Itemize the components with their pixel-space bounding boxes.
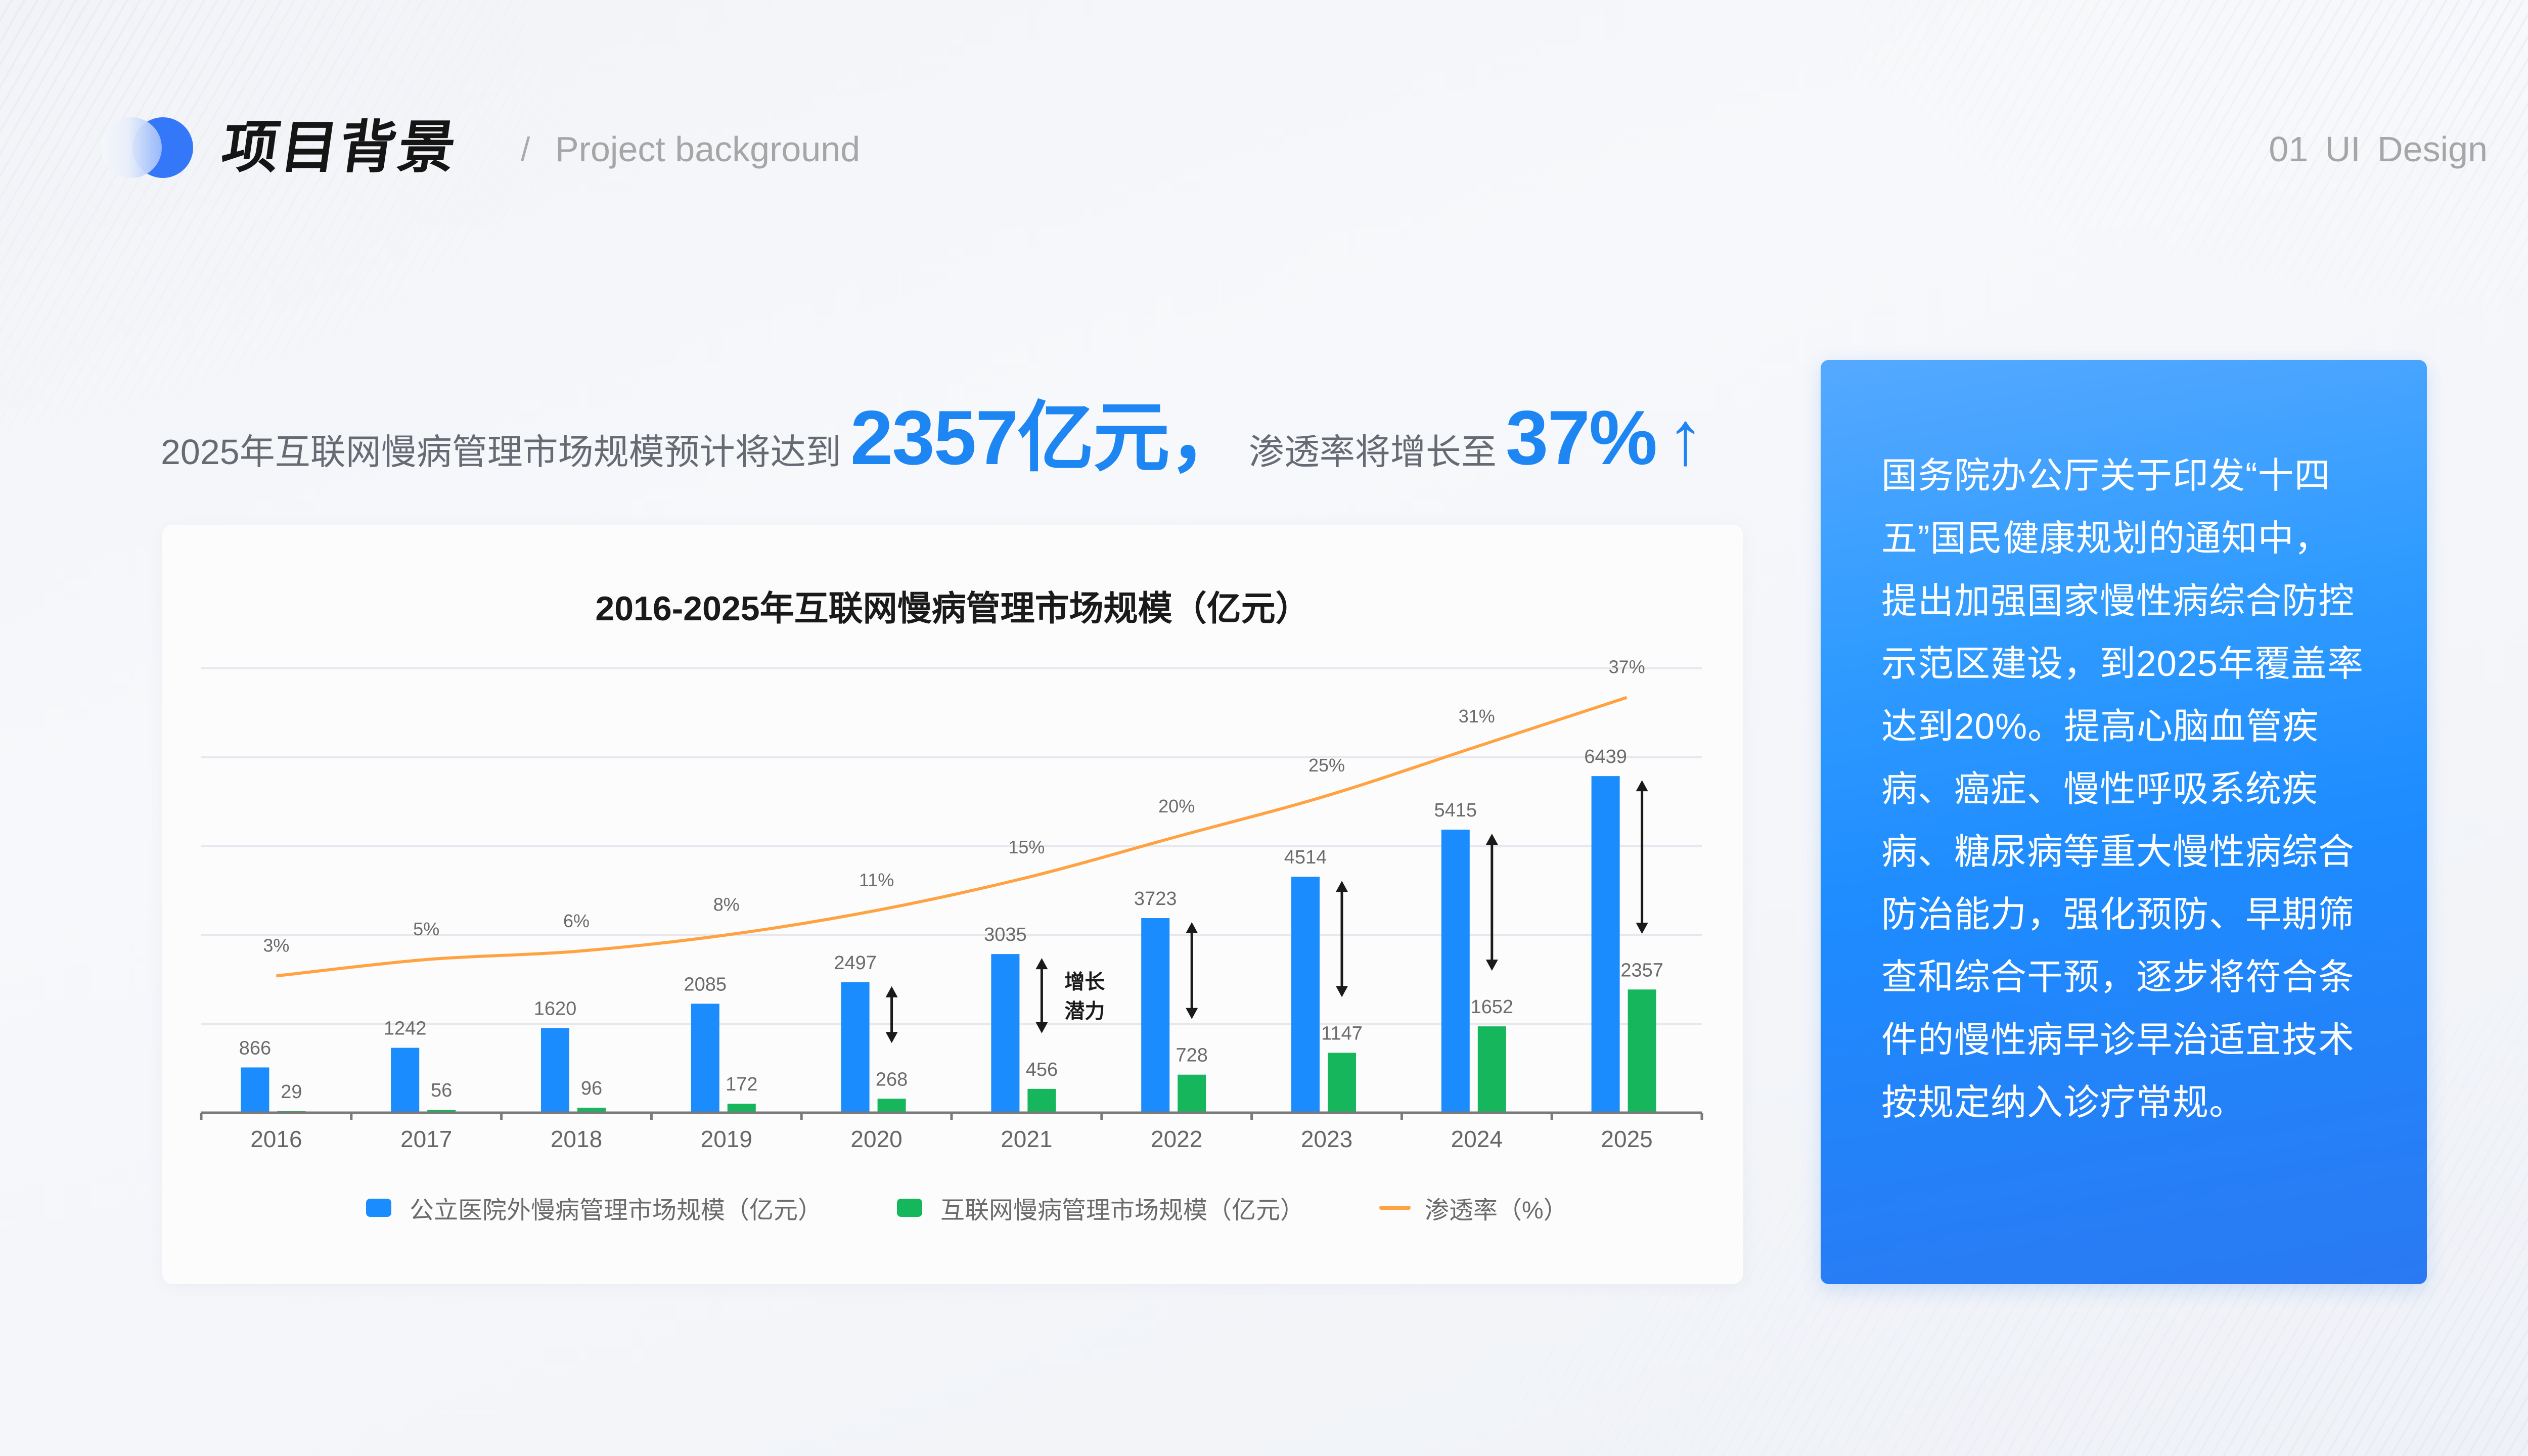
- headline-middle: 渗透率将增长至: [1248, 432, 1497, 472]
- headline: 2025年互联网慢病管理市场规模预计将达到 2357亿元， 渗透率将增长至 37…: [161, 375, 1704, 481]
- policy-info-panel: 国务院办公厅关于印发“十四 五”国民健康规划的通知中， 提出加强国家慢性病综合防控示…: [1821, 360, 2427, 1284]
- legend-item-public-hospital[interactable]: 公立医院外慢病管理市场规模（亿元）: [366, 1190, 822, 1225]
- policy-text-line: 提出加强国家慢性病综合防控: [1881, 581, 2355, 621]
- policy-text-line: 五”国民健康规划的通知中，: [1881, 519, 2331, 559]
- overlapping-circles-icon: [101, 117, 197, 178]
- headline-market-value: 2357亿元，: [850, 395, 1246, 481]
- policy-text-line: 国务院办公厅关于印发“十四: [1881, 456, 2331, 496]
- headline-prefix: 2025年互联网慢病管理市场规模预计将达到: [161, 432, 841, 472]
- title-separator: /: [521, 130, 530, 168]
- policy-text-line: 防治能力，强化预防、早期筛: [1881, 895, 2355, 935]
- chart-card: [162, 525, 1743, 1284]
- arrow-up-icon: ↑: [1666, 395, 1705, 480]
- legend-item-internet[interactable]: 互联网慢病管理市场规模（亿元）: [897, 1190, 1304, 1225]
- headline-rate-value: 37%: [1505, 395, 1657, 481]
- legend-label: 渗透率（%）: [1425, 1197, 1568, 1224]
- policy-text-line: 病、糖尿病等重大慢性病综合: [1881, 832, 2355, 872]
- legend-line-orange: [1379, 1206, 1411, 1210]
- legend-item-penetration[interactable]: 渗透率（%）: [1379, 1190, 1568, 1225]
- legend-label: 公立医院外慢病管理市场规模（亿元）: [410, 1197, 823, 1224]
- page-title: 项目背景: [218, 116, 462, 179]
- logo-circle-gradient: [101, 117, 162, 178]
- policy-text-line: 件的慢性病早诊早治适宜技术: [1881, 1020, 2355, 1060]
- policy-text-line: 病、癌症、慢性呼吸系统疾: [1881, 769, 2319, 809]
- policy-text: 国务院办公厅关于印发“十四 五”国民健康规划的通知中， 提出加强国家慢性病综合防控示…: [1881, 445, 2377, 1134]
- policy-text-line: 按规定纳入诊疗常规。: [1881, 1083, 2246, 1123]
- background-pattern: [1780, 0, 2528, 354]
- policy-text-line: 查和综合干预，逐步将符合条: [1881, 958, 2355, 997]
- legend-swatch-blue: [366, 1199, 391, 1217]
- page-subtitle: Project background: [555, 129, 861, 169]
- policy-text-line: 达到20%。提高心脑血管疾: [1881, 707, 2319, 747]
- legend-swatch-green: [897, 1199, 923, 1217]
- policy-text-line: 示范区建设，到2025年覆盖率: [1881, 644, 2364, 684]
- legend-label: 互联网慢病管理市场规模（亿元）: [940, 1197, 1305, 1224]
- chart-legend: 公立医院外慢病管理市场规模（亿元） 互联网慢病管理市场规模（亿元） 渗透率（%）: [366, 1190, 1643, 1225]
- page-label: 01 UI Design: [2269, 129, 2488, 169]
- background-pattern: [0, 0, 607, 455]
- chart-title: 2016-2025年互联网慢病管理市场规模（亿元）: [595, 589, 1310, 628]
